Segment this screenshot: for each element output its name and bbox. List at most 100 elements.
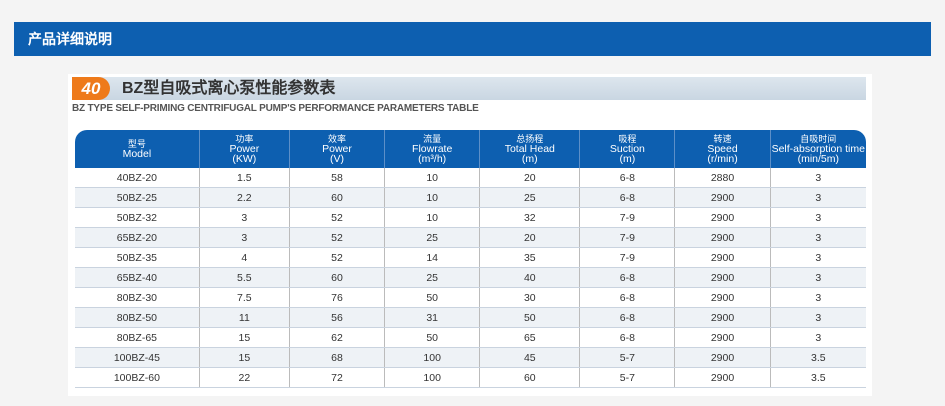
table-cell: 50BZ-35 (75, 247, 200, 268)
column-header-line: 功率 (235, 134, 254, 144)
column-header: 吸程 Suction (m) (579, 130, 676, 168)
table-row: 80BZ-30 7.5 76 50 30 6-8 2900 3 (75, 287, 866, 308)
table-cell: 52 (289, 207, 386, 228)
table-cell: 6-8 (579, 307, 676, 328)
column-header-line: 吸程 (618, 134, 637, 144)
column-header-line: (m) (619, 153, 636, 165)
column-header: 流量 Flowrate (m³/h) (384, 130, 481, 168)
table-cell: 2900 (674, 207, 771, 228)
column-header: 自吸时间 Self-absorption time (min/5m) (770, 130, 866, 168)
table-cell: 25 (479, 187, 581, 208)
table-cell: 35 (479, 247, 581, 268)
column-header-line: 自吸时间 (800, 134, 837, 144)
table-cell: 80BZ-50 (75, 307, 200, 328)
section-header: 产品详细说明 (14, 22, 931, 56)
table-row: 100BZ-60 22 72 100 60 5-7 2900 3.5 (75, 367, 866, 388)
column-header-line: (r/min) (707, 153, 738, 165)
column-header: 型号 Model (75, 130, 200, 168)
table-number-badge: 40 (72, 77, 110, 100)
table-row: 80BZ-65 15 62 50 65 6-8 2900 3 (75, 327, 866, 348)
table-cell: 2.2 (199, 187, 290, 208)
table-cell: 14 (384, 247, 481, 268)
table-cell: 72 (289, 367, 386, 388)
column-header-line: (min/5m) (797, 153, 839, 165)
column-header: 总扬程 Total Head (m) (479, 130, 581, 168)
table-cell: 58 (289, 168, 386, 188)
table-cell: 5-7 (579, 367, 676, 388)
table-cell: 65 (479, 327, 581, 348)
table-cell: 3 (770, 227, 866, 248)
table-cell: 2900 (674, 307, 771, 328)
table-row: 50BZ-35 4 52 14 35 7-9 2900 3 (75, 247, 866, 268)
table-cell: 2900 (674, 347, 771, 368)
table-cell: 15 (199, 347, 290, 368)
table-cell: 52 (289, 247, 386, 268)
column-header: 效率 Power (V) (289, 130, 386, 168)
table-cell: 6-8 (579, 168, 676, 188)
table-row: 40BZ-20 1.5 58 10 20 6-8 2880 3 (75, 168, 866, 188)
table-cell: 4 (199, 247, 290, 268)
column-header-line: Flowrate (412, 143, 453, 155)
column-header-line: Model (122, 148, 152, 160)
table-cell: 100BZ-45 (75, 347, 200, 368)
column-header-line: Power (229, 143, 260, 155)
column-header-line: (KW) (232, 153, 257, 165)
table-cell: 10 (384, 168, 481, 188)
table-cell: 76 (289, 287, 386, 308)
column-header-line: Self-absorption time (771, 143, 865, 155)
spec-table-image: 40 BZ型自吸式离心泵性能参数表 BZ TYPE SELF-PRIMING C… (68, 74, 872, 396)
table-cell: 5.5 (199, 267, 290, 288)
column-header-line: Power (322, 143, 352, 155)
table-cell: 5-7 (579, 347, 676, 368)
column-header: 转速 Speed (r/min) (674, 130, 771, 168)
table-cell: 20 (479, 227, 581, 248)
table-cell: 22 (199, 367, 290, 388)
table-cell: 3 (770, 187, 866, 208)
column-header-line: Speed (707, 143, 738, 155)
table-cell: 2900 (674, 267, 771, 288)
column-header-line: Total Head (504, 143, 555, 155)
table-cell: 3 (199, 207, 290, 228)
table-cell: 65BZ-20 (75, 227, 200, 248)
table-row: 50BZ-25 2.2 60 10 25 6-8 2900 3 (75, 187, 866, 208)
table-cell: 3 (770, 267, 866, 288)
table-cell: 10 (384, 207, 481, 228)
table-cell: 20 (479, 168, 581, 188)
table-cell: 2900 (674, 327, 771, 348)
table-cell: 56 (289, 307, 386, 328)
table-row: 80BZ-50 11 56 31 50 6-8 2900 3 (75, 307, 866, 328)
table-cell: 52 (289, 227, 386, 248)
table-cell: 7-9 (579, 227, 676, 248)
table-cell: 100 (384, 347, 481, 368)
column-header-line: 总扬程 (516, 134, 544, 144)
table-cell: 100 (384, 367, 481, 388)
table-cell: 50 (384, 327, 481, 348)
table-cell: 3 (770, 287, 866, 308)
table-row: 100BZ-45 15 68 100 45 5-7 2900 3.5 (75, 347, 866, 368)
table-cell: 50 (384, 287, 481, 308)
table-cell: 3 (770, 327, 866, 348)
table-cell: 10 (384, 187, 481, 208)
table-cell: 40BZ-20 (75, 168, 200, 188)
table-cell: 11 (199, 307, 290, 328)
column-header: 功率 Power (KW) (199, 130, 290, 168)
column-header-line: 效率 (327, 134, 346, 144)
table-cell: 80BZ-30 (75, 287, 200, 308)
column-header-line: (V) (329, 153, 344, 165)
table-title-bar: 40 BZ型自吸式离心泵性能参数表 (72, 77, 866, 100)
table-cell: 3.5 (770, 347, 866, 368)
table-cell: 2900 (674, 227, 771, 248)
table-cell: 7-9 (579, 207, 676, 228)
table-cell: 50BZ-32 (75, 207, 200, 228)
table-cell: 65BZ-40 (75, 267, 200, 288)
table-cell: 6-8 (579, 267, 676, 288)
table-cell: 2900 (674, 187, 771, 208)
table-cell: 100BZ-60 (75, 367, 200, 388)
table-cell: 2900 (674, 247, 771, 268)
table-cell: 25 (384, 227, 481, 248)
table-cell: 3 (770, 307, 866, 328)
table-row: 65BZ-40 5.5 60 25 40 6-8 2900 3 (75, 267, 866, 288)
table-cell: 3 (770, 168, 866, 188)
column-header-line: 转速 (713, 134, 732, 144)
table-title: BZ型自吸式离心泵性能参数表 (122, 80, 336, 97)
